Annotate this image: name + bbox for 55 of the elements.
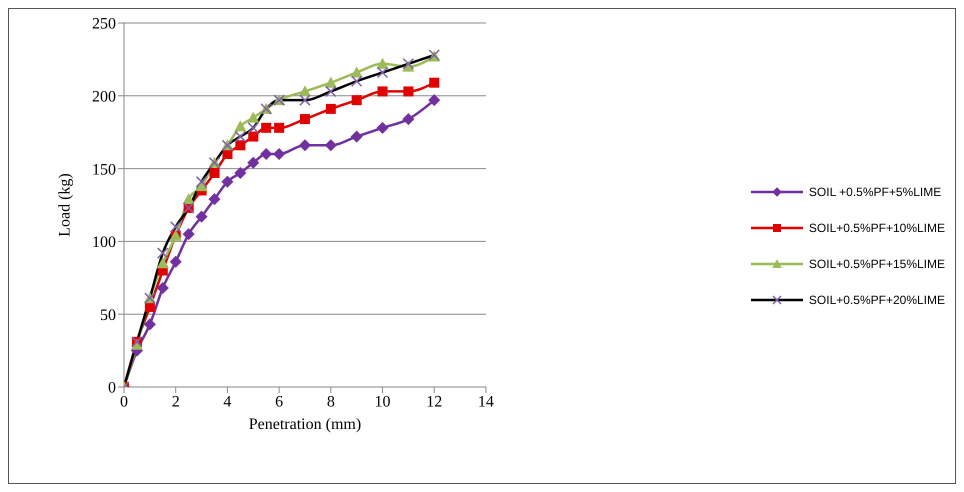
- point: [248, 132, 258, 142]
- point: [300, 114, 310, 124]
- point: [350, 66, 363, 78]
- point: [234, 166, 246, 179]
- x-tick-label: 2: [172, 393, 180, 410]
- x-tick-label: 8: [326, 393, 335, 410]
- point: [144, 318, 156, 330]
- point: [209, 168, 220, 178]
- point: [221, 176, 234, 188]
- point: [352, 95, 362, 106]
- point: [260, 148, 272, 160]
- point: [376, 122, 389, 134]
- legend-label: SOIL+0.5%PF+10%LIME: [808, 221, 945, 235]
- y-tick-label: 50: [100, 306, 116, 324]
- point: [324, 76, 337, 88]
- point: [324, 139, 337, 152]
- point: [156, 282, 169, 294]
- point: [182, 228, 195, 240]
- y-tick-label: 0: [108, 380, 116, 397]
- x-tick-label: 6: [275, 393, 284, 410]
- point: [156, 257, 169, 268]
- point: [273, 148, 286, 160]
- y-tick-label: 150: [92, 161, 116, 178]
- point: [403, 86, 414, 96]
- point: [298, 139, 311, 152]
- point: [182, 193, 195, 204]
- point: [261, 122, 272, 133]
- legend-label: SOIL+0.5%PF+15%LIME: [808, 257, 945, 271]
- point: [429, 78, 440, 88]
- point: [196, 210, 208, 223]
- point: [274, 122, 284, 133]
- point: [234, 120, 246, 132]
- x-tick-label: 0: [120, 393, 128, 410]
- y-tick-label: 100: [92, 234, 116, 252]
- x-tick-label: 14: [478, 393, 494, 410]
- point: [428, 94, 440, 106]
- point: [247, 112, 260, 123]
- point: [208, 193, 220, 206]
- point: [402, 113, 414, 126]
- x-tick-label: 10: [374, 393, 391, 410]
- y-tick-label: 200: [92, 88, 116, 106]
- y-tick-label: 250: [92, 16, 116, 33]
- legend-label: SOIL+0.5%PF+20%LIME: [808, 293, 945, 307]
- point: [378, 86, 388, 96]
- point: [235, 140, 246, 150]
- point: [170, 256, 182, 268]
- x-tick-label: 4: [223, 393, 232, 410]
- y-axis-title: Load (kg): [56, 173, 74, 237]
- point: [298, 85, 311, 96]
- point: [247, 156, 260, 169]
- x-axis-title: Penetration (mm): [248, 416, 362, 433]
- legend-label: SOIL +0.5%PF+5%LIME: [808, 185, 942, 199]
- x-tick-label: 12: [426, 393, 442, 410]
- point: [326, 104, 336, 114]
- point: [350, 130, 363, 143]
